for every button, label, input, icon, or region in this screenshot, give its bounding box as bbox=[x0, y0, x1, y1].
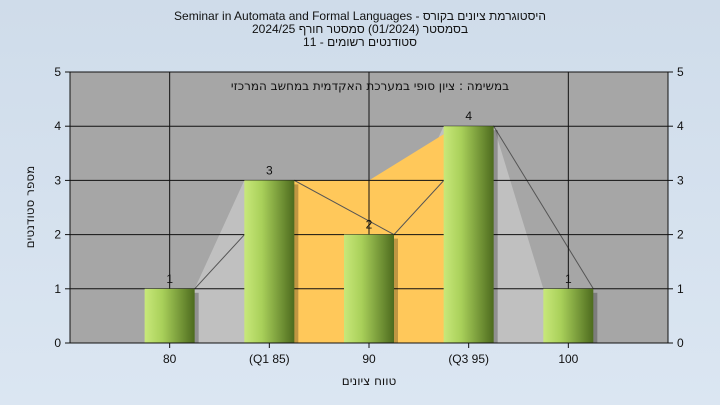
y-axis-title: מספר סטודנטים bbox=[23, 166, 37, 249]
x-tick-label: 80 bbox=[163, 352, 177, 366]
bar bbox=[144, 288, 195, 343]
y-tick-label-left: 4 bbox=[54, 119, 61, 133]
bar bbox=[543, 288, 594, 343]
chart-title-block: היסטוגרמת ציונים בקורס - Seminar in Auto… bbox=[0, 10, 720, 49]
bar-value-label: 3 bbox=[266, 163, 273, 177]
y-tick-label-right: 2 bbox=[677, 228, 684, 242]
y-tick-label-left: 3 bbox=[54, 173, 61, 187]
y-tick-label-left: 0 bbox=[54, 336, 61, 350]
y-tick-label-right: 3 bbox=[677, 173, 684, 187]
enrolled-count: סטודנטים רשומים - 11 bbox=[303, 35, 417, 49]
x-tick-label: (Q1 85) bbox=[249, 352, 290, 366]
x-tick-label: (Q3 95) bbox=[448, 352, 489, 366]
x-tick-label: 90 bbox=[362, 352, 376, 366]
bar-value-label: 1 bbox=[565, 272, 572, 286]
y-tick-label-right: 0 bbox=[677, 336, 684, 350]
bar-value-label: 1 bbox=[166, 272, 173, 286]
y-tick-label-left: 5 bbox=[54, 65, 61, 79]
y-tick-label-right: 1 bbox=[677, 282, 684, 296]
bar bbox=[344, 234, 394, 343]
bar-value-label: 2 bbox=[366, 218, 373, 232]
chart-annotation: במשימה : ציון סופי במערכת האקדמית במחשב … bbox=[231, 79, 509, 93]
bar bbox=[443, 126, 494, 343]
chart-title: היסטוגרמת ציונים בקורס - Seminar in Auto… bbox=[174, 9, 546, 23]
semester-subtitle: בסמסטר (01/2024) סמסטר חורף 2024/25 bbox=[251, 22, 469, 36]
x-axis-title: טווח ציונים bbox=[342, 374, 397, 388]
y-tick-label-left: 2 bbox=[54, 228, 61, 242]
y-tick-label-left: 1 bbox=[54, 282, 61, 296]
x-tick-label: 100 bbox=[558, 352, 578, 366]
bar bbox=[244, 180, 295, 343]
y-tick-label-right: 5 bbox=[677, 65, 684, 79]
bar-value-label: 4 bbox=[465, 109, 472, 123]
y-tick-label-right: 4 bbox=[677, 119, 684, 133]
